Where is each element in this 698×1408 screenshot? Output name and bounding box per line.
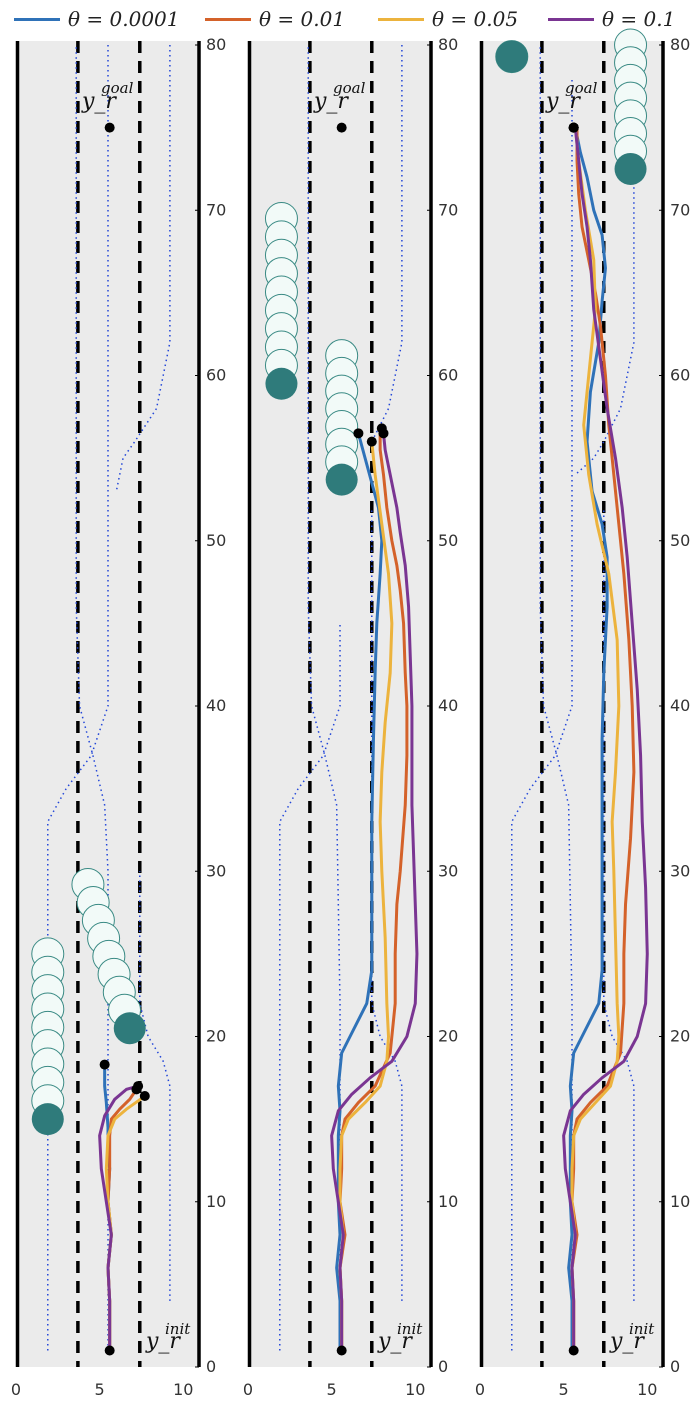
y-tick-label: 40 — [206, 696, 226, 715]
trajectory-end-3 — [139, 1090, 150, 1101]
init-label: y_r — [609, 1329, 645, 1354]
trajectory-3 — [570, 127, 621, 1351]
obstacle-2 — [113, 1012, 146, 1045]
init-label: y_r — [377, 1329, 413, 1354]
y-tick-label: 50 — [670, 531, 690, 550]
y-tick-label: 30 — [670, 861, 690, 880]
legend-label-2: θ = 0.01 — [259, 7, 346, 31]
y-tick-label: 10 — [438, 1192, 458, 1211]
y-tick-label: 0 — [438, 1357, 448, 1376]
obstacle-1 — [265, 367, 298, 400]
x-tick-label: 5 — [327, 1380, 337, 1399]
legend-item-3: θ = 0.05 — [378, 4, 518, 34]
legend-item-4: θ = 0.1 — [548, 4, 675, 34]
legend-swatch-4 — [548, 17, 594, 21]
obstacle-1 — [495, 40, 528, 73]
trajectory-end-1 — [99, 1059, 110, 1070]
obstacle-2 — [614, 152, 647, 185]
y-tick-label: 70 — [438, 200, 458, 219]
init-label: y_r — [145, 1329, 181, 1354]
legend: θ = 0.0001 θ = 0.01 θ = 0.05 θ = 0.1 — [0, 0, 698, 40]
y-tick-label: 60 — [438, 366, 458, 385]
y-tick-label: 0 — [206, 1357, 216, 1376]
init-point — [568, 1345, 579, 1356]
legend-swatch-1 — [14, 17, 60, 21]
x-tick-label: 10 — [405, 1380, 425, 1399]
x-tick-label: 5 — [559, 1380, 569, 1399]
trajectory-4 — [330, 433, 419, 1351]
trajectory-end-3 — [366, 436, 377, 447]
obstacle-1 — [31, 1103, 64, 1136]
dotted-path-1 — [279, 623, 341, 1351]
y-tick-label: 80 — [206, 35, 226, 54]
legend-label-1: θ = 0.0001 — [68, 7, 180, 31]
y-tick-label: 0 — [670, 1357, 680, 1376]
y-tick-label: 70 — [206, 200, 226, 219]
dotted-path-2 — [539, 45, 573, 1351]
y-tick-label: 10 — [206, 1192, 226, 1211]
init-point — [336, 1345, 347, 1356]
legend-swatch-2 — [205, 17, 251, 21]
y-tick-label: 40 — [438, 696, 458, 715]
x-tick-label: 0 — [11, 1380, 21, 1399]
trajectory-1 — [567, 127, 609, 1351]
goal-label-superscript: goal — [565, 79, 598, 97]
x-tick-label: 0 — [475, 1380, 485, 1399]
goal-point — [568, 122, 579, 133]
goal-label: y_r — [545, 89, 581, 114]
x-tick-label: 5 — [95, 1380, 105, 1399]
y-tick-label: 20 — [438, 1027, 458, 1046]
y-tick-label: 30 — [206, 861, 226, 880]
legend-item-1: θ = 0.0001 — [14, 4, 180, 34]
x-tick-label: 0 — [243, 1380, 253, 1399]
init-label-superscript: init — [165, 1320, 191, 1338]
goal-point — [104, 122, 115, 133]
trajectory-4 — [562, 127, 649, 1351]
dotted-path-2 — [307, 45, 341, 1351]
y-tick-label: 60 — [206, 366, 226, 385]
goal-point — [336, 122, 347, 133]
y-tick-label: 20 — [670, 1027, 690, 1046]
y-tick-label: 30 — [438, 861, 458, 880]
init-label-superscript: init — [629, 1320, 655, 1338]
dotted-path-4 — [371, 45, 403, 442]
goal-label: y_r — [313, 89, 349, 114]
x-tick-label: 10 — [173, 1380, 193, 1399]
y-tick-label: 50 — [438, 531, 458, 550]
trajectory-4 — [98, 1084, 139, 1351]
init-label-superscript: init — [397, 1320, 423, 1338]
init-point — [104, 1345, 115, 1356]
goal-label: y_r — [81, 89, 117, 114]
dotted-path-4 — [574, 177, 635, 476]
y-tick-label: 50 — [206, 531, 226, 550]
trajectory-end-1 — [353, 428, 364, 439]
trajectory-end-4 — [378, 428, 389, 439]
y-tick-label: 20 — [206, 1027, 226, 1046]
legend-label-3: θ = 0.05 — [432, 7, 519, 31]
y-tick-label: 40 — [670, 696, 690, 715]
y-tick-label: 70 — [670, 200, 690, 219]
legend-swatch-3 — [378, 17, 424, 21]
y-tick-label: 80 — [670, 35, 690, 54]
dotted-path-4 — [115, 45, 171, 492]
obstacle-2 — [325, 463, 358, 496]
goal-label-superscript: goal — [333, 79, 366, 97]
legend-label-4: θ = 0.1 — [602, 7, 676, 31]
goal-label-superscript: goal — [101, 79, 134, 97]
y-tick-label: 60 — [670, 366, 690, 385]
y-tick-label: 80 — [438, 35, 458, 54]
y-tick-label: 10 — [670, 1192, 690, 1211]
legend-item-2: θ = 0.01 — [205, 4, 345, 34]
dotted-path-2 — [75, 45, 109, 1351]
x-tick-label: 10 — [637, 1380, 657, 1399]
trajectory-end-4 — [133, 1081, 144, 1092]
road-background — [16, 41, 200, 1367]
dotted-path-3 — [139, 871, 171, 1301]
